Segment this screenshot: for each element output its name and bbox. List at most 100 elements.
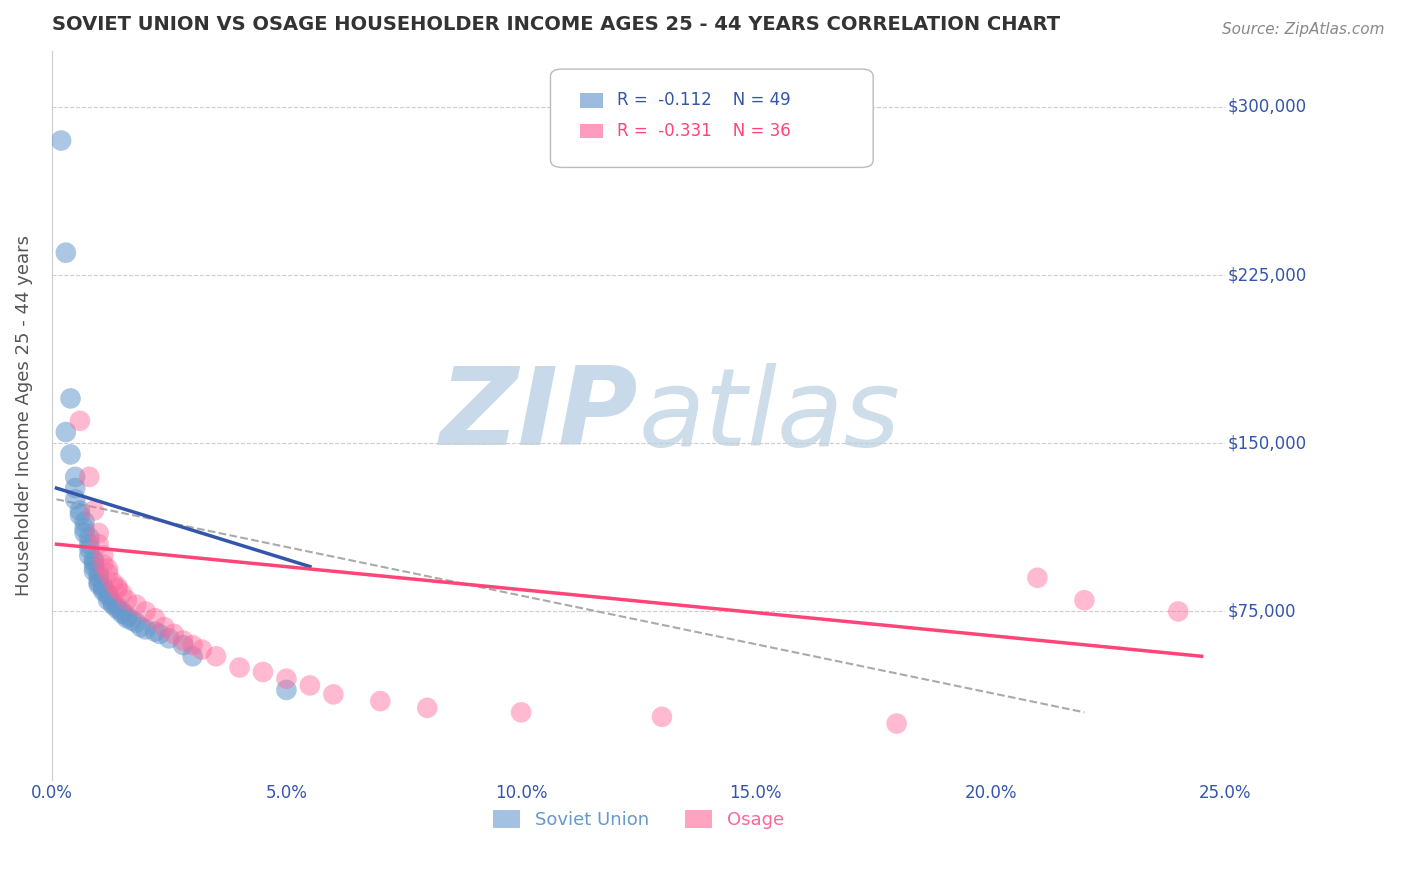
- Point: [93, 582, 115, 596]
- Point: [93, 549, 115, 563]
- Point: [121, 614, 143, 628]
- Point: [83, 503, 105, 517]
- Point: [298, 678, 321, 692]
- Point: [510, 706, 533, 720]
- Point: [79, 541, 101, 556]
- Point: [59, 392, 82, 406]
- Point: [107, 599, 129, 614]
- Point: [115, 608, 138, 623]
- Point: [83, 564, 105, 578]
- Point: [63, 481, 86, 495]
- Text: $150,000: $150,000: [1227, 434, 1306, 452]
- Point: [125, 615, 148, 630]
- Point: [153, 620, 176, 634]
- Point: [1167, 604, 1189, 618]
- Text: atlas: atlas: [638, 363, 900, 467]
- Text: R =  -0.331    N = 36: R = -0.331 N = 36: [617, 122, 792, 140]
- Point: [191, 642, 214, 657]
- Point: [93, 584, 115, 599]
- Point: [87, 577, 110, 591]
- Point: [97, 566, 120, 581]
- Text: ZIP: ZIP: [440, 362, 638, 468]
- Point: [87, 525, 110, 540]
- Point: [107, 602, 129, 616]
- Point: [129, 620, 152, 634]
- Point: [73, 515, 96, 529]
- Point: [83, 555, 105, 569]
- Point: [79, 470, 101, 484]
- Point: [181, 649, 204, 664]
- Point: [87, 537, 110, 551]
- Point: [69, 503, 91, 517]
- Legend: Soviet Union, Osage: Soviet Union, Osage: [486, 803, 792, 836]
- FancyBboxPatch shape: [579, 93, 603, 108]
- Point: [69, 414, 91, 428]
- Point: [111, 604, 134, 618]
- Point: [101, 598, 124, 612]
- Point: [322, 687, 344, 701]
- Point: [1026, 571, 1049, 585]
- Point: [97, 589, 120, 603]
- Text: Source: ZipAtlas.com: Source: ZipAtlas.com: [1222, 22, 1385, 37]
- Point: [87, 571, 110, 585]
- Point: [73, 521, 96, 535]
- Point: [59, 447, 82, 461]
- Point: [73, 525, 96, 540]
- Point: [149, 627, 172, 641]
- Point: [172, 633, 194, 648]
- Point: [93, 580, 115, 594]
- FancyBboxPatch shape: [579, 124, 603, 138]
- Point: [83, 559, 105, 574]
- Point: [79, 531, 101, 545]
- Point: [111, 586, 134, 600]
- Point: [79, 549, 101, 563]
- Point: [143, 624, 166, 639]
- FancyBboxPatch shape: [551, 69, 873, 168]
- Point: [83, 553, 105, 567]
- Point: [181, 638, 204, 652]
- Point: [101, 575, 124, 590]
- Point: [368, 694, 391, 708]
- Point: [651, 710, 673, 724]
- Point: [63, 470, 86, 484]
- Point: [125, 598, 148, 612]
- Point: [55, 245, 77, 260]
- Text: $75,000: $75,000: [1227, 602, 1296, 621]
- Point: [101, 595, 124, 609]
- Point: [228, 660, 250, 674]
- Point: [63, 492, 86, 507]
- Point: [172, 638, 194, 652]
- Point: [276, 672, 298, 686]
- Point: [135, 623, 157, 637]
- Point: [115, 611, 138, 625]
- Point: [416, 701, 439, 715]
- Point: [1073, 593, 1095, 607]
- Text: $300,000: $300,000: [1227, 98, 1306, 116]
- Point: [49, 134, 72, 148]
- Point: [107, 582, 129, 596]
- Point: [276, 682, 298, 697]
- Point: [135, 604, 157, 618]
- Point: [111, 607, 134, 621]
- Point: [157, 632, 180, 646]
- Point: [107, 580, 129, 594]
- Point: [115, 593, 138, 607]
- Point: [886, 716, 908, 731]
- Point: [163, 627, 186, 641]
- Point: [93, 558, 115, 572]
- Point: [97, 562, 120, 576]
- Point: [55, 425, 77, 439]
- Text: $225,000: $225,000: [1227, 266, 1306, 284]
- Point: [69, 508, 91, 522]
- Point: [143, 611, 166, 625]
- Point: [252, 665, 274, 679]
- Point: [97, 593, 120, 607]
- Point: [97, 586, 120, 600]
- Y-axis label: Householder Income Ages 25 - 44 years: Householder Income Ages 25 - 44 years: [15, 235, 32, 596]
- Point: [87, 575, 110, 590]
- Point: [87, 566, 110, 581]
- Text: SOVIET UNION VS OSAGE HOUSEHOLDER INCOME AGES 25 - 44 YEARS CORRELATION CHART: SOVIET UNION VS OSAGE HOUSEHOLDER INCOME…: [52, 15, 1060, 34]
- Point: [205, 649, 228, 664]
- Point: [79, 537, 101, 551]
- Text: R =  -0.112    N = 49: R = -0.112 N = 49: [617, 91, 792, 110]
